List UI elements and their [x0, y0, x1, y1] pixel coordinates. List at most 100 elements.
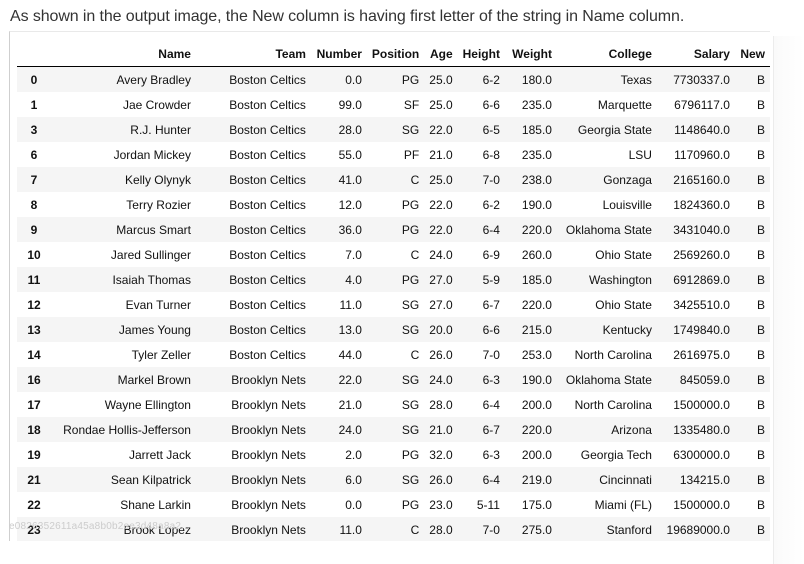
- table-cell: 845059.0: [679, 372, 730, 387]
- table-cell: 6-4: [482, 222, 500, 237]
- table-cell: 6-4: [482, 397, 500, 412]
- table-cell: Boston Celtics: [229, 272, 306, 287]
- table-cell: 6-7: [482, 297, 500, 312]
- table-cell: 7730337.0: [673, 72, 730, 87]
- table-cell: Miami (FL): [594, 497, 652, 512]
- table-row: 9 Marcus Smart Boston Celtics 36.0 PG 22.0 6-4…: [17, 217, 770, 242]
- table-cell: North Carolina: [574, 347, 652, 362]
- column-header: Number: [310, 41, 367, 67]
- table-cell: 25.0: [429, 72, 453, 87]
- table-cell: B: [756, 122, 765, 137]
- table-row: 16 Markel Brown Brooklyn Nets 22.0 SG 24.0 6-3…: [17, 367, 770, 392]
- table-cell: B: [756, 247, 765, 262]
- table-cell: B: [756, 72, 765, 87]
- table-cell: SG: [401, 422, 420, 437]
- table-cell: SG: [401, 322, 420, 337]
- table-cell: 21.0: [429, 147, 453, 162]
- table-cell: LSU: [628, 147, 652, 162]
- table-cell: 22.0: [429, 222, 453, 237]
- table-cell: 6-2: [482, 72, 500, 87]
- table-cell: 6-9: [482, 247, 500, 262]
- table-cell: 7-0: [482, 347, 500, 362]
- table-cell: SG: [401, 472, 420, 487]
- table-cell: 2616975.0: [673, 347, 730, 362]
- table-cell: B: [756, 197, 765, 212]
- table-cell: 1335480.0: [673, 422, 730, 437]
- table-cell: 24.0: [338, 422, 362, 437]
- row-index: 8: [30, 197, 38, 212]
- table-cell: 5-9: [482, 272, 500, 287]
- table-cell: 7-0: [482, 522, 500, 537]
- table-cell: 6-4: [482, 472, 500, 487]
- row-index: 16: [27, 372, 41, 387]
- table-cell: Brooklyn Nets: [231, 372, 306, 387]
- table-cell: PG: [401, 72, 420, 87]
- table-cell: 220.0: [521, 422, 552, 437]
- table-cell: 7.0: [345, 247, 362, 262]
- table-cell: Washington: [589, 272, 652, 287]
- table-cell: Gonzaga: [603, 172, 652, 187]
- table-row: 8 Terry Rozier Boston Celtics 12.0 PG 22.0 6-2…: [17, 192, 770, 217]
- table-row: 19 Jarrett Jack Brooklyn Nets 2.0 PG 32.0 6-3 2…: [17, 442, 770, 467]
- table-cell: 2.0: [345, 447, 362, 462]
- table-cell: 175.0: [521, 497, 552, 512]
- table-cell: 219.0: [521, 472, 552, 487]
- table-cell: PG: [401, 197, 420, 212]
- table-cell: Isaiah Thomas: [112, 272, 191, 287]
- table-cell: Wayne Ellington: [104, 397, 191, 412]
- table-cell: Georgia Tech: [580, 447, 652, 462]
- table-cell: C: [410, 247, 420, 262]
- column-header: Height: [457, 41, 505, 67]
- table-cell: PG: [401, 497, 420, 512]
- table-cell: 23.0: [429, 497, 453, 512]
- table-cell: 24.0: [429, 247, 453, 262]
- table-row: 0 Avery Bradley Boston Celtics 0.0 PG 25.0 6-2…: [17, 66, 770, 92]
- table-cell: B: [756, 397, 765, 412]
- row-index: 21: [27, 472, 41, 487]
- table-cell: 13.0: [338, 322, 362, 337]
- table-cell: 1500000.0: [673, 497, 730, 512]
- table-cell: Boston Celtics: [229, 247, 306, 262]
- table-cell: SF: [403, 97, 420, 112]
- row-index: 18: [27, 422, 41, 437]
- table-cell: Kelly Olynyk: [124, 172, 191, 187]
- table-cell: SG: [401, 297, 420, 312]
- table-cell: 0.0: [345, 72, 362, 87]
- column-header: Salary: [656, 41, 735, 67]
- table-cell: Terry Rozier: [126, 197, 191, 212]
- table-cell: Boston Celtics: [229, 172, 306, 187]
- table-cell: Markel Brown: [117, 372, 191, 387]
- table-cell: Sean Kilpatrick: [110, 472, 191, 487]
- table-cell: Brook Lopez: [123, 522, 191, 537]
- column-header: Team: [195, 41, 311, 67]
- table-cell: B: [756, 472, 765, 487]
- table-row: 18 Rondae Hollis-Jefferson Brooklyn Nets 24…: [17, 417, 770, 442]
- table-cell: Georgia State: [577, 122, 652, 137]
- table-cell: Avery Bradley: [116, 72, 191, 87]
- table-cell: 6-3: [482, 372, 500, 387]
- column-header: Weight: [504, 41, 557, 67]
- column-header: Age: [424, 41, 458, 67]
- table-cell: 6.0: [345, 472, 362, 487]
- table-cell: 215.0: [521, 322, 552, 337]
- table-cell: 5-11: [476, 497, 500, 512]
- header-row: Name Team Number Position Age Height Weight Col…: [17, 41, 770, 67]
- table-cell: Boston Celtics: [229, 122, 306, 137]
- column-header: Name: [50, 41, 196, 67]
- column-header: College: [556, 41, 657, 67]
- table-cell: 3425510.0: [673, 297, 730, 312]
- table-cell: Kentucky: [602, 322, 652, 337]
- table-cell: 12.0: [338, 197, 362, 212]
- table-cell: 253.0: [521, 347, 552, 362]
- row-index: 23: [27, 522, 41, 537]
- table-cell: 6-8: [482, 147, 500, 162]
- table-cell: B: [756, 447, 765, 462]
- table-cell: Jared Sullinger: [110, 247, 191, 262]
- table-cell: 220.0: [521, 297, 552, 312]
- table-cell: 7-0: [482, 172, 500, 187]
- table-cell: 6-7: [482, 422, 500, 437]
- column-header: Position: [366, 41, 425, 67]
- table-cell: Marcus Smart: [116, 222, 191, 237]
- column-header: [17, 41, 51, 67]
- table-cell: Boston Celtics: [229, 197, 306, 212]
